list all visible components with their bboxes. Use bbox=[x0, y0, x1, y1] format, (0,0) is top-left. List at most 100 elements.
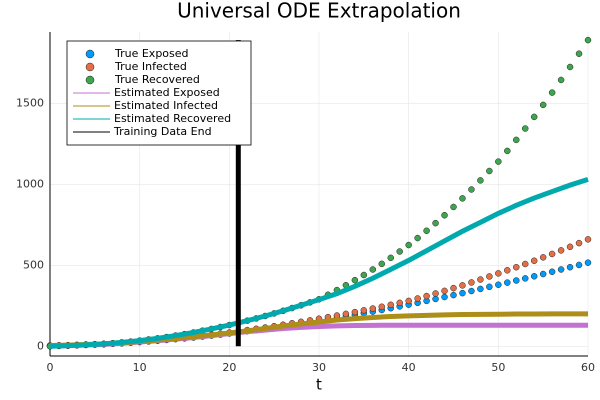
data-point bbox=[423, 227, 430, 235]
data-point bbox=[530, 257, 538, 264]
data-point bbox=[539, 254, 547, 261]
data-point bbox=[530, 273, 538, 280]
data-point bbox=[405, 241, 412, 249]
data-point bbox=[459, 282, 466, 289]
data-point bbox=[360, 271, 368, 279]
data-point bbox=[441, 293, 448, 301]
x-axis-label: t bbox=[316, 376, 322, 394]
data-point bbox=[468, 186, 475, 193]
data-point bbox=[450, 291, 457, 299]
data-point bbox=[441, 211, 448, 219]
data-point bbox=[360, 307, 368, 314]
data-line bbox=[49, 177, 589, 349]
x-tick-label: 30 bbox=[312, 361, 326, 374]
data-point bbox=[539, 270, 547, 278]
data-point bbox=[378, 303, 386, 311]
data-point bbox=[387, 301, 394, 309]
legend-marker bbox=[85, 62, 95, 72]
data-point bbox=[548, 89, 556, 96]
data-point bbox=[557, 247, 565, 254]
data-point bbox=[495, 270, 502, 277]
data-point bbox=[495, 158, 502, 165]
data-point bbox=[414, 234, 421, 242]
data-point bbox=[432, 290, 439, 297]
data-point bbox=[521, 260, 529, 268]
data-point bbox=[378, 260, 386, 268]
data-point bbox=[584, 259, 592, 266]
data-point bbox=[477, 276, 484, 283]
data-point bbox=[566, 263, 574, 271]
data-point bbox=[504, 267, 511, 274]
data-point bbox=[486, 273, 493, 280]
data-point bbox=[513, 263, 520, 271]
data-point bbox=[369, 266, 377, 273]
y-tick-label: 1500 bbox=[16, 96, 44, 109]
data-point bbox=[396, 299, 403, 307]
data-point bbox=[477, 285, 484, 293]
legend-label: True Infected bbox=[114, 60, 187, 73]
legend-marker bbox=[85, 49, 95, 59]
legend-label: Estimated Exposed bbox=[114, 86, 220, 99]
legend-label: Estimated Recovered bbox=[114, 112, 231, 125]
data-point bbox=[566, 243, 574, 251]
legend-marker bbox=[85, 75, 95, 85]
data-point bbox=[414, 295, 421, 302]
data-point bbox=[486, 167, 493, 175]
x-tick-label: 50 bbox=[491, 361, 505, 374]
data-point bbox=[351, 308, 359, 316]
legend-label: True Recovered bbox=[114, 73, 200, 86]
x-tick-label: 0 bbox=[47, 361, 54, 374]
y-tick-label: 500 bbox=[23, 258, 44, 271]
x-tick-label: 60 bbox=[581, 361, 595, 374]
data-point bbox=[557, 76, 565, 84]
data-point bbox=[387, 254, 394, 262]
data-point bbox=[548, 268, 556, 276]
data-point bbox=[477, 177, 484, 184]
data-point bbox=[423, 292, 430, 300]
data-point bbox=[513, 136, 520, 144]
data-point bbox=[495, 281, 502, 288]
data-point bbox=[584, 236, 592, 243]
data-point bbox=[521, 125, 529, 132]
data-point bbox=[557, 266, 565, 273]
data-point bbox=[351, 276, 359, 284]
chart-title: Universal ODE Extrapolation bbox=[177, 0, 461, 23]
x-tick-label: 40 bbox=[402, 361, 416, 374]
data-point bbox=[450, 284, 457, 292]
data-point bbox=[396, 248, 403, 255]
data-point bbox=[539, 101, 547, 109]
legend-label: True Exposed bbox=[114, 47, 189, 60]
data-point bbox=[468, 279, 475, 286]
data-point bbox=[584, 36, 592, 44]
data-point bbox=[432, 219, 439, 227]
y-tick-label: 1000 bbox=[16, 177, 44, 190]
data-point bbox=[521, 275, 529, 282]
data-point bbox=[575, 239, 583, 247]
legend-label: Estimated Infected bbox=[114, 99, 218, 112]
data-point bbox=[530, 113, 538, 121]
data-point bbox=[575, 50, 583, 57]
data-point bbox=[504, 279, 511, 286]
data-point bbox=[486, 283, 493, 291]
data-point bbox=[459, 195, 466, 202]
x-tick-label: 10 bbox=[133, 361, 147, 374]
data-point bbox=[405, 297, 412, 305]
data-point bbox=[441, 287, 448, 295]
data-point bbox=[369, 305, 377, 312]
data-point bbox=[513, 277, 520, 284]
data-point bbox=[504, 147, 511, 155]
legend-label: Training Data End bbox=[113, 125, 212, 138]
x-tick-label: 20 bbox=[222, 361, 236, 374]
data-point bbox=[432, 295, 439, 303]
data-point bbox=[459, 289, 466, 297]
data-point bbox=[566, 63, 574, 71]
data-point bbox=[342, 310, 350, 318]
data-point bbox=[548, 250, 556, 258]
data-point bbox=[575, 261, 583, 269]
data-point bbox=[450, 203, 457, 211]
y-tick-label: 0 bbox=[37, 339, 44, 352]
data-point bbox=[468, 287, 475, 295]
